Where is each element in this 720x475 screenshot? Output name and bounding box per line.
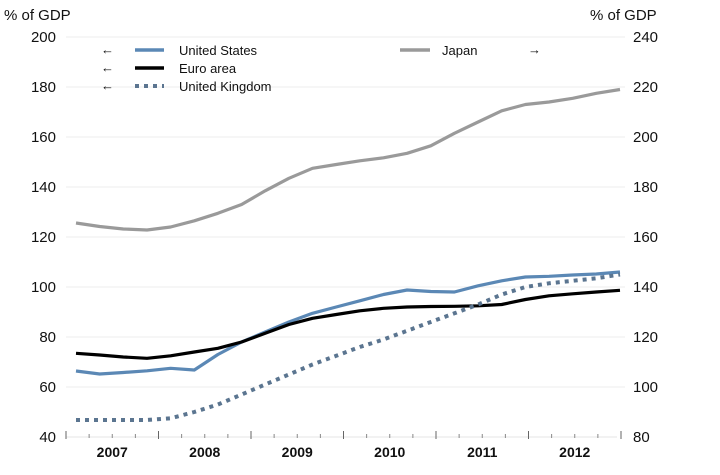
x-tick-label: 2008: [189, 444, 220, 460]
left-tick-label: 140: [31, 179, 56, 196]
left-tick-label: 180: [31, 79, 56, 96]
x-tick-label: 2007: [97, 444, 128, 460]
series-line-united-states: [75, 270, 621, 376]
legend-label: Japan: [442, 43, 477, 58]
left-tick-label: 60: [39, 379, 56, 396]
right-tick-label: 120: [633, 329, 658, 346]
left-tick-label: 80: [39, 329, 56, 346]
left-tick-label: 120: [31, 229, 56, 246]
legend-item: ← United Kingdom: [101, 78, 272, 94]
right-tick-label: 180: [633, 179, 658, 196]
right-tick-label: 140: [633, 279, 658, 296]
legend-item: ← United States: [101, 42, 258, 58]
x-tick-label: 2012: [559, 444, 590, 460]
legend-label: United Kingdom: [179, 79, 272, 94]
right-tick-label: 220: [633, 79, 658, 96]
right-tick-label: 200: [633, 129, 658, 146]
right-tick-label: 160: [633, 229, 658, 246]
right-axis-ticks: 80 100 120 140 160 180 200 220 240: [633, 29, 658, 446]
right-tick-label: 240: [633, 29, 658, 46]
legend: ← United States ← Euro area ← United Kingdom J…: [101, 42, 541, 94]
left-axis-title: % of GDP: [4, 7, 71, 24]
x-tick-label: 2009: [282, 444, 313, 460]
right-arrow-icon: →: [528, 42, 541, 57]
left-tick-label: 200: [31, 29, 56, 46]
left-tick-label: 40: [39, 429, 56, 446]
right-tick-label: 80: [633, 429, 650, 446]
series: [75, 87, 621, 422]
axes: % of GDP % of GDP: [4, 7, 657, 24]
left-axis-ticks: 40 60 80 100 120 140 160 180 200: [31, 29, 56, 446]
legend-label: United States: [179, 43, 258, 58]
series-line-euro-area: [75, 288, 621, 360]
left-arrow-icon: ←: [101, 42, 114, 57]
legend-item: ← Euro area: [101, 60, 237, 76]
series-line-united-kingdom: [76, 272, 621, 422]
series-line-japan: [75, 87, 621, 232]
x-tick-label: 2010: [374, 444, 405, 460]
legend-item: Japan →: [400, 42, 541, 58]
left-tick-label: 100: [31, 279, 56, 296]
right-tick-label: 100: [633, 379, 658, 396]
gridlines: [66, 36, 625, 388]
legend-label: Euro area: [179, 61, 237, 76]
left-arrow-icon: ←: [101, 78, 114, 93]
left-arrow-icon: ←: [101, 60, 114, 75]
right-axis-title: % of GDP: [590, 7, 657, 24]
x-tick-label: 2011: [467, 444, 498, 460]
x-axis-ticks: 2007 2008 2009 2010 2011 2012: [65, 431, 622, 460]
left-tick-label: 160: [31, 129, 56, 146]
